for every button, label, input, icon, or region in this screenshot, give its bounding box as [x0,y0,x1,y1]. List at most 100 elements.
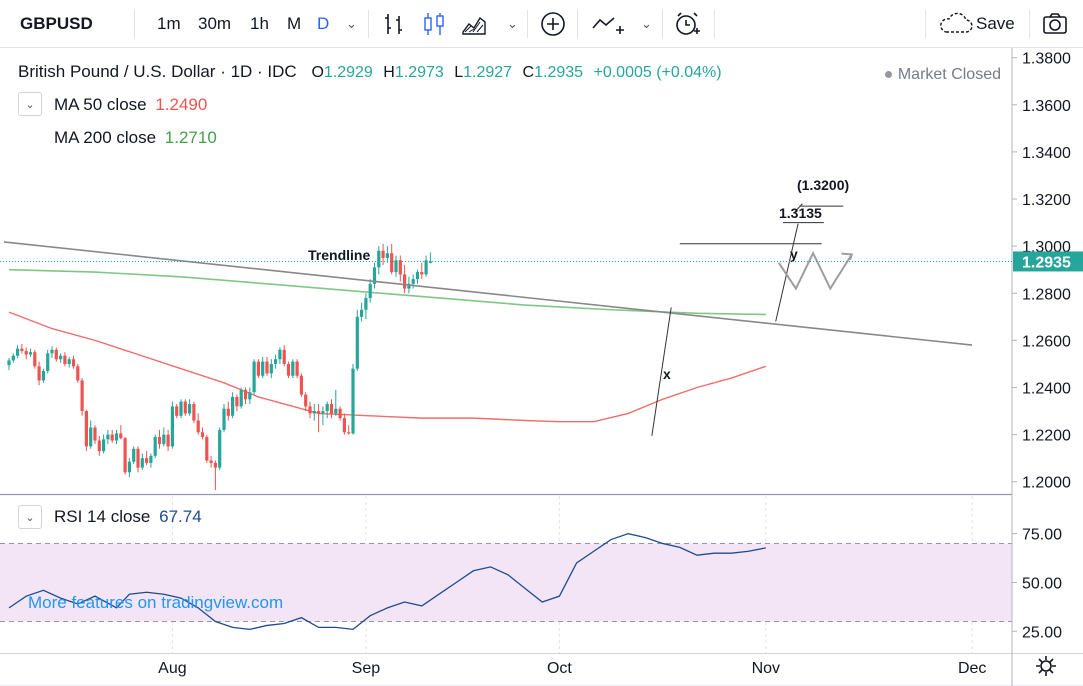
candle-body [46,353,50,372]
wave-y-label: y [790,246,798,262]
wave-x-label: x [663,366,671,382]
candle [54,347,58,362]
toolbar-divider [527,10,528,38]
save-button[interactable]: Save [976,14,1015,33]
interval-month[interactable]: M [287,14,302,33]
candle [50,346,54,359]
candle [338,406,342,421]
candle-body [334,408,338,414]
settings-gear-icon[interactable] [1035,655,1057,677]
candle [67,356,71,368]
target-2-label: (1.3200) [797,177,849,193]
candle [308,401,312,419]
candle [351,363,355,435]
compare-chevron-icon[interactable]: ⌄ [641,16,652,31]
candle-body [192,403,196,421]
candle-body [385,253,389,258]
candle [183,399,187,416]
candle-body [205,436,209,461]
candle [265,356,269,376]
alert-icon[interactable] [673,10,701,38]
candle-body [424,260,428,275]
area-style-icon[interactable] [460,10,488,38]
candle [188,399,192,416]
candle-body [54,349,58,360]
candle-body [20,348,24,351]
wave-y-line [775,223,799,322]
top-toolbar: GBPUSD 1m 30m 1h M D ⌄ ⌄ ⌄ Save [0,0,1083,48]
add-indicator-icon[interactable] [539,10,567,38]
candle-body [347,432,351,434]
candle-body [256,361,260,376]
trendline-drawing [3,241,973,346]
candle-body [428,261,432,263]
candle-body [67,359,71,364]
ma200-legend[interactable]: MA 200 close 1.2710 [54,128,217,148]
candle-body [136,448,140,468]
compare-icon[interactable] [590,10,628,38]
interval-30m[interactable]: 30m [198,14,232,33]
candle-body [329,403,334,414]
rsi-pane [8,533,766,631]
rsi-tick-label: 25.00 [1022,624,1062,641]
price-tick-label: 1.2400 [1022,381,1071,398]
high-value: 1.2973 [394,64,444,81]
candle-body [317,411,321,414]
candle-body [71,359,76,367]
candle-body [381,250,385,258]
candle-body [179,401,183,416]
candle [385,246,389,263]
candle-body [265,361,269,374]
ma50-legend[interactable]: MA 50 close 1.2490 [54,95,207,115]
candle-body [338,408,342,419]
ma200-line [8,268,766,316]
price-tick-label: 1.2800 [1022,286,1071,303]
legend-collapse-button[interactable]: ⌄ [18,92,42,116]
symbol-search[interactable]: GBPUSD [20,14,93,33]
candle [28,348,33,357]
candle-body [41,371,45,381]
candle-body [213,462,217,468]
watermark-link[interactable]: More features on tradingview.com [28,593,284,612]
candle-body [162,434,166,445]
candle-body [390,253,394,273]
candle-body [28,352,33,355]
ma50-line [8,311,767,423]
candle [329,399,334,419]
candle-body [235,396,239,407]
cloud-save-icon[interactable] [938,10,974,38]
interval-1m[interactable]: 1m [157,14,181,33]
candle-body [355,316,359,369]
rsi-collapse-button[interactable]: ⌄ [18,505,42,529]
ma50-label: MA 50 close [54,95,147,114]
candle [256,359,260,379]
ma200-value: 1.2710 [164,128,217,147]
interval-day[interactable]: D [317,14,330,33]
interval-dropdown-chevron-icon[interactable]: ⌄ [346,16,357,31]
candle [132,446,136,465]
rsi-label: RSI 14 close [54,507,151,526]
candle [390,243,394,275]
interval-1h[interactable]: 1h [250,14,269,33]
candle [123,436,127,475]
candle [218,427,222,470]
camera-icon[interactable] [1041,10,1069,38]
candle [381,243,385,265]
ma50-value: 1.2490 [155,95,208,114]
candle [278,347,282,364]
bar-style-icon[interactable] [380,10,408,38]
candle [205,434,209,463]
candle [106,429,110,445]
candle [312,403,316,421]
chart-style-chevron-icon[interactable]: ⌄ [507,16,518,31]
candle [321,406,325,426]
time-tick-label: Sep [352,660,381,677]
candle [243,387,248,404]
price-tick-label: 1.2000 [1022,475,1071,492]
price-tick-label: 1.2600 [1022,333,1071,350]
candle-body [132,448,136,462]
price-tick-label: 1.3400 [1022,145,1071,162]
candle-style-icon[interactable] [420,10,448,38]
rsi-legend[interactable]: RSI 14 close 67.74 [54,507,202,527]
